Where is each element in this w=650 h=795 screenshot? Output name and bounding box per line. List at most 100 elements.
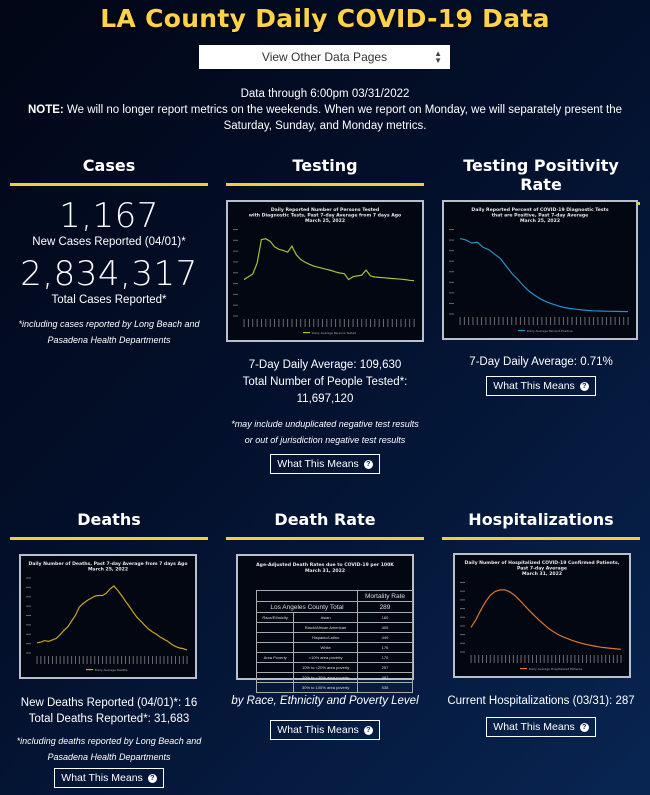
testing-section: Testing <box>226 156 424 186</box>
testing-what-this-means-button[interactable]: What This Means ? <box>270 454 380 474</box>
deaths-x-tick <box>125 656 126 664</box>
deaths-x-tick <box>71 656 73 664</box>
positivity-x-tick <box>459 317 461 325</box>
hospitalizations-x-tick <box>485 655 487 663</box>
table-cell-value: 538 <box>356 682 414 693</box>
positivity-x-tick <box>580 317 582 325</box>
button-label: What This Means <box>493 380 575 392</box>
testing-x-tick <box>317 319 319 327</box>
hospitalizations-x-tick <box>551 655 553 663</box>
table-body: Race/Ethnicity Asian 160 Black/African Amer… <box>255 612 414 693</box>
positivity-x-tick <box>545 317 547 325</box>
table-header-row: Mortality Rate <box>256 590 414 602</box>
death-rate-caption: by Race, Ethnicity and Poverty Level <box>231 695 419 707</box>
positivity-what-this-means-button[interactable]: What This Means ? <box>486 376 596 396</box>
deaths-x-tick <box>155 656 157 664</box>
table-row: 30% to 100% area poverty 538 <box>255 682 414 693</box>
death-rate-divider <box>226 537 424 540</box>
positivity-x-tick <box>571 317 573 325</box>
testing-x-tick <box>339 319 341 327</box>
table-cell-label: Black/African American <box>293 622 358 633</box>
hospitalizations-y-tick <box>460 634 465 636</box>
positivity-chart-svg: Daily Reported Percent of COVID-19 Diagn… <box>449 207 629 333</box>
table-cell-group: Race/Ethnicity <box>255 612 295 623</box>
positivity-y-tick <box>449 313 454 315</box>
positivity-x-tick <box>481 317 483 325</box>
testing-series-line <box>243 238 415 282</box>
positivity-x-tick <box>494 317 495 325</box>
deaths-x-tick <box>117 656 119 664</box>
hospitalizations-x-tick <box>605 655 607 663</box>
positivity-x-tick <box>606 317 607 325</box>
hospitalizations-x-tick <box>505 655 507 663</box>
deaths-x-tick <box>51 656 53 664</box>
total-deaths: Total Deaths Reported*: 31,683 <box>28 713 190 725</box>
testing-legend-swatch <box>303 332 310 334</box>
death-rate-what-this-means-button[interactable]: What This Means ? <box>270 720 380 740</box>
hospitalizations-x-tick <box>482 655 484 663</box>
table-cell-group <box>255 642 295 653</box>
table-cell-value: 160 <box>356 612 414 623</box>
empty-header-cell <box>256 590 358 602</box>
deaths-x-tick <box>101 656 103 664</box>
positivity-heading: Testing Positivity Rate <box>463 156 619 194</box>
positivity-stats: 7-Day Daily Average: 0.71% What This Mea… <box>442 356 640 396</box>
deaths-x-tick <box>36 656 38 664</box>
testing-x-tick <box>330 319 332 327</box>
positivity-x-tick <box>593 317 595 325</box>
testing-y-tick <box>233 250 238 252</box>
table-row: Black/African American 405 <box>255 622 414 633</box>
testing-x-tick <box>404 319 406 327</box>
hospitalizations-x-tick <box>493 655 495 663</box>
testing-x-tick <box>378 319 380 327</box>
positivity-section: Testing Positivity Rate <box>442 156 640 205</box>
testing-chart-title-line: Daily Reported Number of Persons Tested <box>271 207 379 213</box>
testing-x-tick <box>282 319 284 327</box>
testing-x-tick <box>413 319 415 327</box>
testing-x-tick <box>409 319 411 327</box>
hospitalizations-x-tick <box>562 655 564 663</box>
table-cell-label: Asian <box>293 612 358 623</box>
deaths-what-this-means-button[interactable]: What This Means ? <box>54 768 164 788</box>
testing-x-tick <box>335 319 337 327</box>
hospitalizations-x-tick <box>543 655 545 663</box>
table-title-line-1: Age-Adjusted Death Rates due to COVID-19… <box>256 563 394 568</box>
current-hospitalizations: Current Hospitalizations (03/31): 287 <box>447 695 635 707</box>
positivity-x-tick <box>627 317 629 325</box>
hospitalizations-what-this-means-button[interactable]: What This Means ? <box>486 717 596 737</box>
table-cell-group <box>255 682 295 693</box>
testing-x-tick <box>243 319 245 327</box>
select-label: View Other Data Pages <box>261 50 388 64</box>
deaths-x-tick <box>159 656 161 664</box>
cases-footnote: *including cases reported by Long Beach … <box>18 319 200 345</box>
deaths-x-tick <box>105 656 107 664</box>
testing-x-tick <box>326 319 328 327</box>
hospitalizations-x-tick <box>497 655 499 663</box>
table-row: Hispanic/Latino 449 <box>255 632 414 643</box>
button-label: What This Means <box>493 721 575 733</box>
deaths-divider <box>10 537 208 540</box>
testing-avg: 7-Day Daily Average: 109,630 <box>248 359 402 371</box>
hospitalizations-x-tick <box>582 655 584 663</box>
positivity-x-tick <box>541 317 543 325</box>
testing-x-tick <box>374 319 376 327</box>
deaths-x-tick <box>78 656 80 664</box>
testing-y-tick <box>233 229 238 230</box>
testing-x-tick <box>343 319 345 327</box>
testing-x-tick <box>391 319 393 327</box>
deaths-x-tick <box>171 656 173 664</box>
positivity-x-tick <box>532 317 534 325</box>
note-text: We will no longer report metrics on the … <box>63 104 622 132</box>
hospitalizations-x-tick <box>474 655 476 663</box>
testing-x-tick <box>247 319 249 327</box>
testing-x-tick <box>356 319 358 327</box>
positivity-x-tick <box>537 317 539 325</box>
deaths-y-tick <box>26 624 31 626</box>
hospitalizations-x-tick <box>535 655 537 663</box>
question-circle-icon: ? <box>579 381 589 391</box>
data-pages-select[interactable]: View Other Data Pages ▲ ▼ <box>199 45 450 69</box>
positivity-x-tick <box>614 317 616 325</box>
deaths-x-tick <box>136 656 138 664</box>
hospitalizations-x-tick <box>509 655 510 663</box>
cases-divider <box>10 183 208 186</box>
